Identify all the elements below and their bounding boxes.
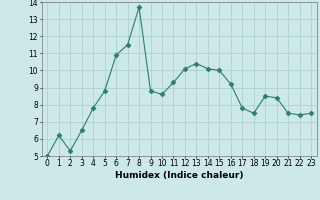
X-axis label: Humidex (Indice chaleur): Humidex (Indice chaleur) [115, 171, 244, 180]
